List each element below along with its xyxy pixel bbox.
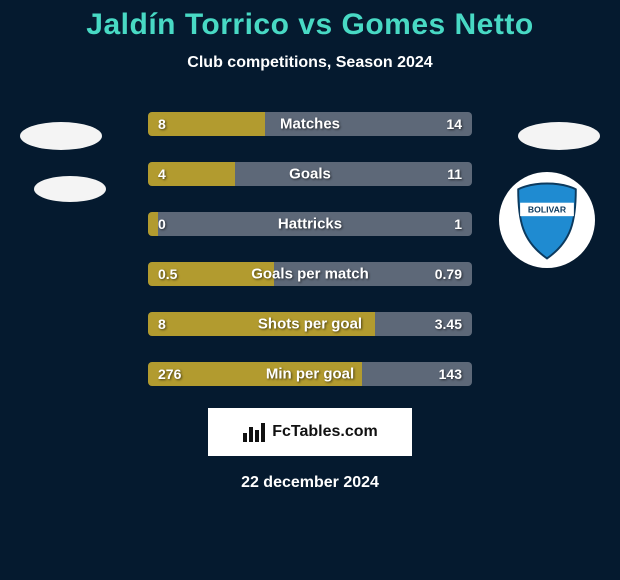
page-title: Jaldín Torrico vs Gomes Netto (0, 0, 620, 42)
player-left-badge-1 (20, 122, 102, 150)
club-crest-bolivar: BOLIVAR (499, 172, 595, 268)
shield-icon: BOLIVAR (499, 172, 595, 268)
stat-value-left: 0 (158, 216, 166, 232)
stat-value-right: 1 (454, 216, 462, 232)
subtitle: Club competitions, Season 2024 (0, 54, 620, 72)
stat-value-left: 4 (158, 166, 166, 182)
stat-label: Shots per goal (258, 316, 362, 333)
stat-bar-right (235, 162, 472, 186)
stat-row: Goals per match 0.5 0.79 (148, 262, 472, 286)
stat-value-right: 143 (439, 366, 462, 382)
stat-bar-left (148, 212, 158, 236)
brand-text: FcTables.com (272, 423, 378, 441)
stat-value-left: 8 (158, 116, 166, 132)
stat-value-right: 3.45 (435, 316, 462, 332)
brand-bars-icon (242, 421, 266, 443)
stat-value-right: 14 (446, 116, 462, 132)
stat-row: Min per goal 276 143 (148, 362, 472, 386)
brand-box: FcTables.com (208, 408, 412, 456)
stat-row: Hattricks 0 1 (148, 212, 472, 236)
player-left-badge-2 (34, 176, 106, 202)
stat-value-left: 276 (158, 366, 181, 382)
stat-label: Goals per match (251, 266, 369, 283)
stat-value-left: 8 (158, 316, 166, 332)
stat-value-right: 11 (447, 166, 462, 182)
stat-row: Matches 8 14 (148, 112, 472, 136)
stat-label: Goals (289, 166, 331, 183)
svg-text:BOLIVAR: BOLIVAR (528, 204, 567, 214)
player-right-badge-1 (518, 122, 600, 150)
stat-label: Min per goal (266, 366, 354, 383)
stat-row: Shots per goal 8 3.45 (148, 312, 472, 336)
stat-value-left: 0.5 (158, 266, 177, 282)
stat-label: Matches (280, 116, 340, 133)
stat-label: Hattricks (278, 216, 342, 233)
stat-value-right: 0.79 (435, 266, 462, 282)
date-text: 22 december 2024 (0, 474, 620, 492)
comparison-infographic: Jaldín Torrico vs Gomes Netto Club compe… (0, 0, 620, 580)
stat-row: Goals 4 11 (148, 162, 472, 186)
